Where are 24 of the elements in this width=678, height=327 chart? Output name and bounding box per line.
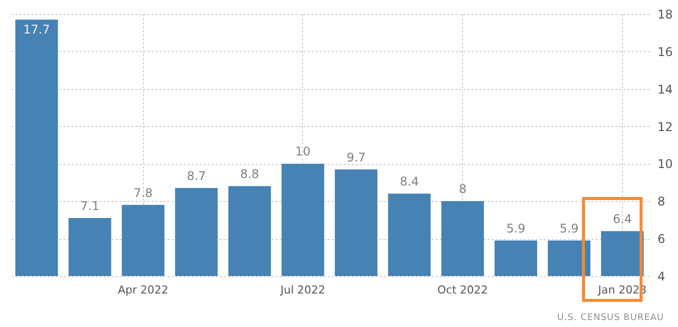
x-tick-label: Apr 2022 [118, 284, 168, 296]
y-tick-label: 4 [658, 270, 666, 284]
data-label: 7.1 [80, 198, 100, 213]
data-label: 6.4 [612, 212, 632, 226]
y-tick-label: 14 [658, 82, 673, 96]
data-label: 17.7 [23, 22, 50, 37]
x-tick-label: Oct 2022 [437, 284, 488, 296]
y-tick-label: 6 [658, 232, 666, 246]
x-tick-label: Jul 2022 [279, 284, 326, 296]
y-tick-label: 8 [658, 194, 666, 209]
data-label: 5.9 [506, 221, 526, 236]
data-label: 9.7 [346, 150, 366, 164]
text: U.S. CENSUS BUREAU [557, 313, 664, 323]
y-tick-label: 10 [658, 157, 673, 172]
y-tick-label: 16 [658, 44, 673, 59]
data-label: 10 [295, 144, 311, 159]
data-label: 7.8 [134, 186, 153, 200]
data-label: 5.9 [560, 221, 579, 236]
data-label: 8.8 [240, 167, 260, 182]
data-label: 8.4 [400, 174, 419, 189]
data-label: 8 [458, 182, 466, 196]
y-tick-label: 12 [658, 120, 673, 134]
data-label: 8.7 [186, 169, 206, 184]
y-tick-label: 18 [658, 8, 673, 22]
